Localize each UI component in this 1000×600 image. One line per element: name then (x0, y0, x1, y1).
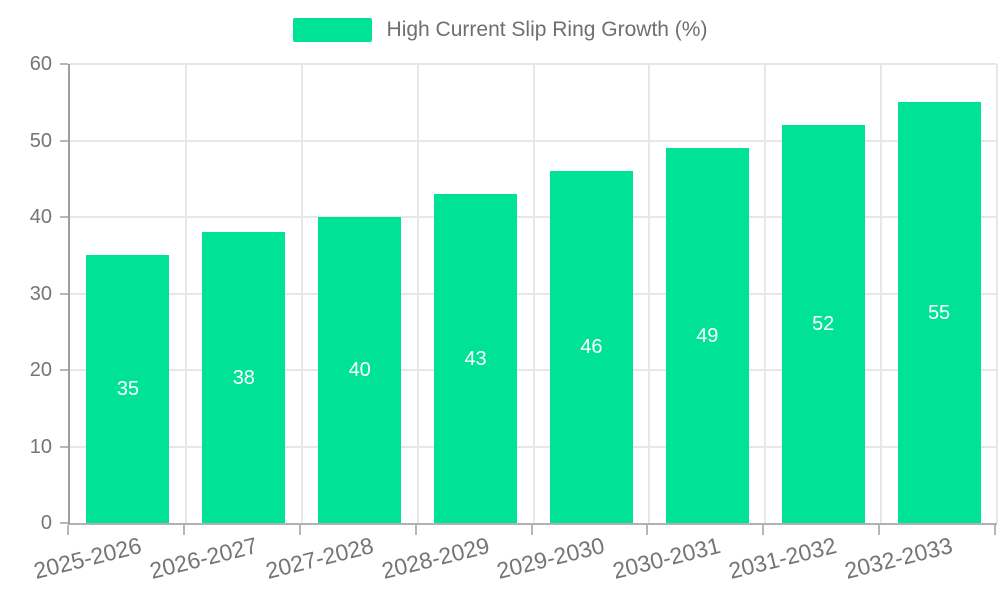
bar-2028-2029[interactable] (434, 194, 518, 523)
x-tick-label: 2027-2028 (262, 532, 376, 584)
y-tick-mark (60, 139, 68, 142)
gridline-vertical (996, 64, 998, 523)
x-tick-mark (878, 525, 881, 535)
y-tick-mark (60, 369, 68, 371)
y-tick-mark (60, 292, 68, 295)
x-tick-mark (530, 525, 533, 535)
y-tick-label: 50 (29, 129, 52, 152)
x-tick-label: 2031-2032 (726, 532, 840, 584)
gridline-vertical (880, 64, 883, 523)
x-tick-label: 2026-2027 (146, 532, 260, 584)
y-tick-mark (60, 63, 68, 65)
gridline-vertical (532, 64, 535, 523)
gridline-vertical (300, 64, 303, 523)
x-tick-label: 2030-2031 (610, 532, 724, 584)
y-tick-label: 10 (29, 435, 52, 458)
y-tick-label: 40 (29, 206, 52, 228)
bar-2027-2028[interactable] (318, 217, 402, 523)
x-tick-label: 2029-2030 (494, 532, 608, 584)
x-tick-mark (298, 525, 301, 535)
x-tick-mark (646, 525, 649, 535)
y-tick-label: 0 (40, 512, 52, 534)
legend-swatch (292, 18, 372, 42)
y-tick-mark (60, 216, 68, 218)
gridline-vertical (416, 64, 419, 523)
x-tick-label: 2032-2033 (842, 532, 956, 584)
gridline-vertical (764, 64, 767, 523)
x-tick-mark (182, 525, 185, 535)
plot-area: 35 38 40 43 46 49 52 55 (68, 63, 998, 525)
bar-2026-2027[interactable] (202, 232, 286, 523)
gridline-vertical (184, 64, 187, 523)
x-tick-mark (414, 525, 417, 535)
y-tick-label: 20 (29, 359, 52, 381)
x-tick-label: 2025-2026 (30, 532, 144, 584)
y-tick-mark (60, 522, 68, 524)
legend-label: High Current Slip Ring Growth (%) (386, 18, 708, 41)
gridline-vertical (648, 64, 651, 523)
bar-2031-2032[interactable] (781, 125, 865, 523)
x-tick-mark (67, 525, 69, 535)
x-tick-label: 2028-2029 (378, 532, 492, 584)
x-tick-mark (762, 525, 765, 535)
y-tick-label: 60 (29, 53, 52, 75)
legend[interactable]: High Current Slip Ring Growth (%) (0, 18, 1000, 42)
bar-2029-2030[interactable] (549, 171, 633, 523)
bar-2025-2026[interactable] (86, 255, 170, 523)
y-tick-label: 30 (29, 282, 52, 305)
bar-2032-2033[interactable] (897, 102, 981, 523)
bar-2030-2031[interactable] (665, 148, 749, 523)
y-tick-mark (60, 445, 68, 448)
x-tick-mark (994, 525, 996, 535)
